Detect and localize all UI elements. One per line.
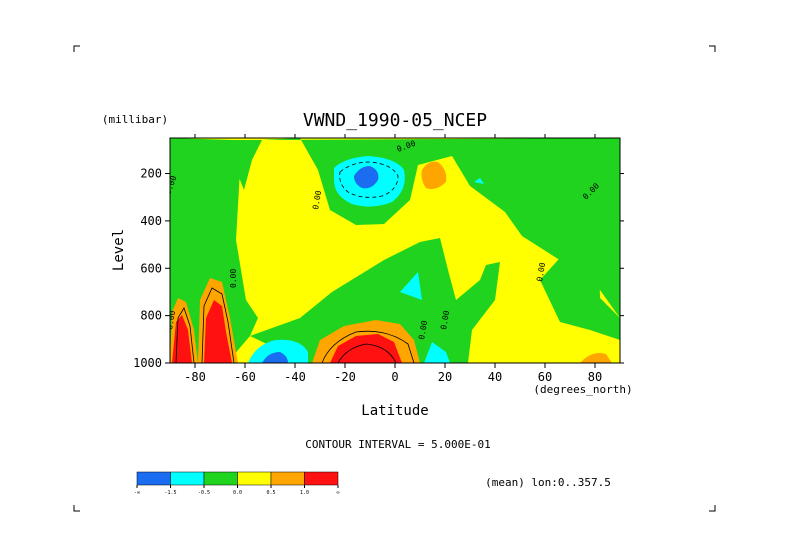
- x-tick-label: 80: [588, 370, 602, 384]
- chart-title: VWND_1990-05_NCEP: [303, 110, 487, 131]
- y-tick-label: 600: [140, 261, 162, 275]
- region-cyan-small: [474, 178, 484, 184]
- colorbar-tick-label: -∞: [134, 490, 140, 496]
- contour-lines: [175, 161, 415, 363]
- y-tick-label: 1000: [133, 356, 162, 370]
- x-tick-label: -80: [184, 370, 206, 384]
- x-tick-label: 60: [538, 370, 552, 384]
- x-tick-label: -60: [234, 370, 256, 384]
- y-axis-label: Level: [111, 229, 127, 271]
- colorbar-tick-label: -0.5: [198, 490, 210, 496]
- colorbar-tick-label: 1.0: [300, 490, 309, 496]
- y-unit-label: (millibar): [102, 113, 168, 126]
- contour-label: 0.00: [439, 310, 451, 331]
- negative-high-regions: [262, 166, 379, 363]
- region-red-south-2: [204, 300, 232, 363]
- contour-south-2: [201, 287, 235, 363]
- colorbar-swatch: [237, 471, 272, 486]
- contour-south-1: [175, 307, 195, 363]
- colorbar-swatch: [136, 471, 171, 486]
- y-tick-label: 800: [140, 309, 162, 323]
- y-tick-label: 200: [140, 167, 162, 181]
- x-tick-label: -20: [334, 370, 356, 384]
- contour-label: 0.00: [163, 174, 178, 195]
- colorbar-swatch: [203, 471, 238, 486]
- contour-label: 0.00: [311, 190, 323, 211]
- region-cyan-southern-surface: [248, 339, 308, 363]
- region-northern-polar: [540, 205, 620, 340]
- contour-label: 0.00: [535, 262, 547, 283]
- contour-interval-label: CONTOUR INTERVAL = 5.000E-01: [305, 438, 490, 451]
- x-axis: -80 -60 -40 -20 0 20 40 60 80: [184, 134, 602, 384]
- region-cyan-surface-north: [424, 342, 450, 363]
- colorbar: -∞ -1.5 -0.5 0.0 0.5 1.0 ∞: [134, 471, 340, 496]
- mean-longitude-label: (mean) lon:0..357.5: [485, 476, 611, 489]
- positive-high-regions: [172, 300, 402, 363]
- region-orange-north-surface: [580, 353, 612, 363]
- contour-tropical-low-2: [337, 343, 397, 363]
- region-cyan-mid: [400, 272, 422, 300]
- x-axis-label: Latitude: [361, 403, 428, 419]
- region-tropical-lower: [250, 238, 500, 363]
- contour-tropical-low: [321, 330, 415, 363]
- colorbar-tick-label: 0.5: [266, 490, 275, 496]
- x-tick-label: 0: [391, 370, 398, 384]
- colorbar-swatch: [170, 471, 205, 486]
- region-southern-polar: [170, 138, 258, 363]
- contour-dashed-upper: [339, 161, 399, 198]
- region-blue-southern-surface: [262, 352, 288, 363]
- x-tick-label: 40: [488, 370, 502, 384]
- contour-label: 0.00: [165, 310, 177, 331]
- contour-label-group: 0.00 0.00 0.00 0.00 0.00 0.00 0.00 0.00 …: [163, 139, 601, 341]
- x-tick-label: 20: [438, 370, 452, 384]
- colorbar-tick-label: ∞: [336, 490, 339, 496]
- region-blue-upper: [354, 166, 379, 189]
- region-red-south-1: [172, 315, 192, 363]
- y-axis: 200 400 600 800 1000: [133, 167, 624, 370]
- region-red-tropical-low: [330, 334, 402, 363]
- y-tick-label: 400: [140, 214, 162, 228]
- corner-marks: [73, 45, 716, 512]
- contour-label: 0.00: [229, 269, 238, 288]
- colorbar-tick-label: 0.0: [233, 490, 242, 496]
- region-southern-band: [230, 140, 262, 190]
- colorbar-tick-label: -1.5: [164, 490, 176, 496]
- plot-area: 0.00 0.00 0.00 0.00 0.00 0.00 0.00 0.00 …: [163, 138, 620, 363]
- colorbar-swatch: [304, 471, 339, 486]
- x-tick-label: -40: [284, 370, 306, 384]
- contour-label: 0.00: [417, 320, 429, 341]
- colorbar-swatch: [270, 471, 305, 486]
- x-axis-unit: (degrees_north): [533, 383, 632, 396]
- region-orange-upper-north: [421, 161, 447, 190]
